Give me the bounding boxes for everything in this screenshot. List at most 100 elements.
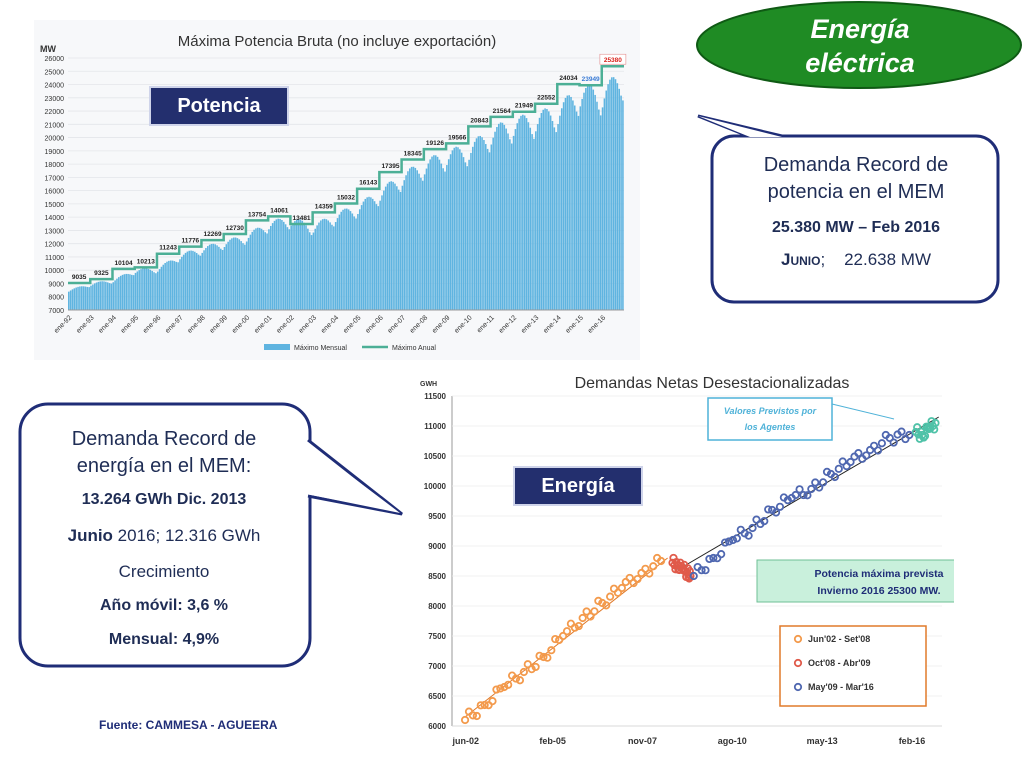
power-monthly-bar [573, 105, 576, 310]
power-x-tick-label: ene-95 [120, 314, 140, 334]
power-monthly-bar [125, 273, 128, 310]
power-monthly-bar [379, 200, 381, 310]
energy-point [511, 674, 521, 683]
power-annual-label: 14061 [270, 207, 288, 214]
power-monthly-bar [555, 132, 557, 310]
power-monthly-bar [353, 216, 355, 310]
power-monthly-bar [334, 222, 337, 310]
energy-legend-label: May'09 - Mar'16 [808, 682, 874, 692]
power-y-tick-label: 20000 [45, 136, 65, 143]
power-monthly-bar [80, 286, 83, 310]
power-monthly-bar [388, 181, 391, 310]
energy-point [931, 418, 940, 428]
power-annual-label: 12269 [204, 231, 222, 238]
power-monthly-bar [386, 183, 389, 310]
power-monthly-bar [93, 283, 96, 310]
power-x-tick-label: ene-16 [587, 314, 607, 334]
energy-point [686, 571, 695, 581]
energy-point [574, 621, 583, 631]
power-monthly-bar [349, 211, 352, 310]
energy-x-tick-label: may-13 [807, 736, 838, 746]
power-annual-label: 17395 [381, 163, 399, 170]
power-monthly-bar [512, 135, 515, 310]
power-monthly-bar [88, 287, 90, 310]
energy-point [685, 567, 694, 576]
power-annual-label: 18345 [404, 151, 422, 158]
energy-point [920, 431, 930, 441]
energy-point [613, 588, 623, 597]
power-monthly-bar [538, 117, 541, 310]
callout-energia-line2: energía en el MEM: [76, 455, 252, 477]
energy-point [539, 652, 548, 662]
power-monthly-bar [601, 107, 604, 310]
power-monthly-bar [622, 100, 624, 311]
power-monthly-bar [599, 115, 602, 310]
power-monthly-bar [68, 291, 70, 310]
energy-point [645, 569, 654, 578]
power-monthly-bar [282, 221, 285, 310]
power-x-tick-label: ene-05 [342, 314, 362, 334]
power-monthly-bar [279, 218, 281, 310]
energy-point [927, 417, 936, 426]
power-monthly-bar [579, 106, 582, 311]
power-monthly-bar [509, 139, 511, 310]
energy-y-tick-label: 10000 [424, 482, 447, 491]
energy-winter-text-1: Potencia máxima prevista [815, 568, 944, 580]
power-monthly-bar [321, 219, 324, 310]
power-monthly-bar [156, 271, 159, 310]
power-monthly-bar [212, 243, 215, 310]
power-monthly-bar [562, 102, 565, 310]
power-annual-label: 13754 [248, 211, 266, 218]
power-monthly-bar [427, 163, 430, 310]
power-monthly-bar [423, 174, 426, 310]
energy-point [803, 491, 812, 500]
power-legend-label-annual: Máximo Anual [392, 345, 436, 352]
power-monthly-bar [247, 237, 250, 310]
power-monthly-bar [592, 89, 595, 311]
power-monthly-bar [69, 290, 72, 310]
power-monthly-bar [490, 144, 493, 310]
power-monthly-bar [301, 220, 304, 310]
power-monthly-bar [73, 288, 76, 310]
energy-legend-box [779, 625, 927, 707]
power-monthly-bar [194, 251, 196, 310]
energy-point [531, 662, 540, 672]
power-monthly-bar [342, 209, 344, 310]
power-monthly-bar [284, 224, 287, 310]
power-monthly-bar [218, 246, 220, 310]
power-monthly-bar [522, 114, 524, 310]
power-monthly-bar [444, 171, 446, 310]
power-monthly-bar [316, 225, 318, 310]
power-monthly-bar [75, 287, 77, 310]
power-monthly-bar [286, 227, 289, 310]
power-monthly-bar [607, 84, 609, 310]
power-monthly-bar [207, 246, 209, 310]
callout-potencia-junio-value: ; 22.638 MW [820, 250, 931, 269]
energy-point [590, 607, 599, 616]
callout-energia-growth: Crecimiento [118, 562, 210, 581]
power-monthly-bar [559, 115, 561, 310]
power-monthly-bar [210, 243, 213, 310]
power-monthly-bar [155, 273, 157, 310]
power-monthly-bar [307, 228, 309, 310]
power-monthly-bar [510, 143, 513, 310]
power-monthly-bar [612, 77, 615, 310]
power-monthly-bar [358, 209, 361, 310]
power-monthly-bar [485, 144, 487, 310]
power-monthly-bar [271, 223, 274, 310]
callout-energia-record: 13.264 GWh Dic. 2013 [81, 491, 247, 508]
energy-point [771, 508, 781, 517]
energy-point [617, 583, 626, 593]
power-monthly-bar [244, 244, 246, 310]
power-monthly-bar [383, 190, 385, 310]
power-legend-swatch-monthly [264, 344, 290, 350]
power-monthly-bar [116, 278, 118, 310]
power-monthly-bar [177, 262, 179, 310]
power-monthly-bar [227, 241, 229, 310]
power-monthly-bar [357, 213, 359, 310]
power-monthly-bar [368, 196, 370, 310]
power-monthly-bar [229, 239, 231, 310]
power-record-box [599, 53, 627, 65]
energy-point [480, 700, 489, 710]
power-monthly-bar [418, 173, 420, 310]
